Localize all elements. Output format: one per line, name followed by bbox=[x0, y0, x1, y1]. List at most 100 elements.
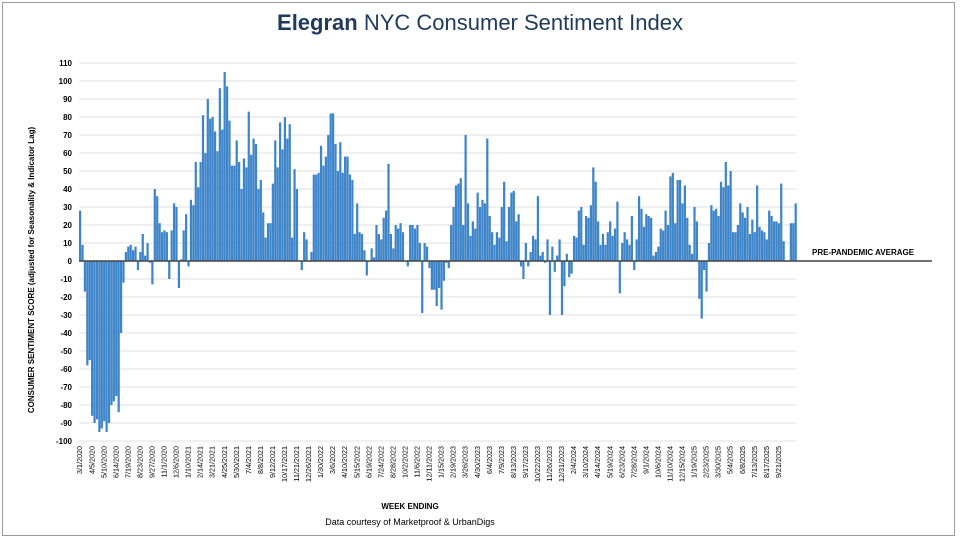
bar bbox=[515, 221, 518, 261]
x-tick-label: 7/13/2025 bbox=[750, 446, 759, 478]
x-tick-label: 4/30/2023 bbox=[473, 446, 482, 478]
y-tick-label: 10 bbox=[63, 239, 72, 248]
x-tick-label: 7/24/2022 bbox=[376, 446, 385, 478]
bar bbox=[228, 120, 231, 261]
x-tick-label: 12/31/2023 bbox=[557, 446, 566, 482]
x-tick-label: 1/10/2021 bbox=[184, 446, 193, 478]
x-tick-labels: 3/1/2020 4/5/2020 5/10/2020 6/14/2020 7/19/2… bbox=[75, 446, 783, 482]
y-tick-label: 20 bbox=[63, 221, 72, 230]
bar bbox=[329, 113, 332, 262]
bar bbox=[657, 246, 660, 261]
x-tick-label: 4/14/2024 bbox=[593, 446, 602, 478]
bar bbox=[168, 261, 171, 279]
bar bbox=[351, 180, 354, 261]
bar bbox=[760, 230, 764, 261]
bar bbox=[731, 232, 735, 261]
bar bbox=[264, 237, 267, 261]
bar bbox=[635, 239, 638, 261]
bar bbox=[315, 174, 318, 261]
x-tick-label: 7/9/2023 bbox=[497, 446, 506, 474]
data-source-caption: Data courtesy of Marketproof & UrbanDigs bbox=[325, 517, 495, 527]
bar bbox=[625, 239, 629, 261]
bar bbox=[548, 261, 552, 315]
bar bbox=[336, 171, 340, 261]
bar bbox=[498, 237, 501, 261]
x-tick-label: 8/17/2025 bbox=[762, 446, 771, 478]
bar bbox=[223, 72, 226, 261]
x-tick-label: 10/17/2021 bbox=[280, 446, 289, 482]
bar bbox=[753, 232, 756, 261]
bar bbox=[592, 167, 595, 261]
y-tick-label: -30 bbox=[60, 311, 72, 320]
bar bbox=[474, 228, 477, 261]
bar bbox=[348, 174, 352, 261]
bar bbox=[105, 261, 108, 432]
bar bbox=[300, 261, 303, 270]
bar bbox=[247, 111, 250, 261]
bar bbox=[678, 180, 682, 261]
bar bbox=[534, 239, 537, 261]
bar bbox=[418, 243, 421, 261]
bar bbox=[703, 261, 706, 270]
x-tick-label: 9/27/2020 bbox=[147, 446, 156, 478]
bar bbox=[462, 225, 465, 261]
bar bbox=[375, 225, 378, 261]
bar bbox=[416, 225, 419, 261]
x-tick-label: 3/21/2021 bbox=[208, 446, 217, 478]
bar bbox=[262, 212, 265, 261]
x-tick-label: 9/1/2024 bbox=[641, 446, 650, 474]
bar bbox=[139, 252, 142, 261]
bar bbox=[471, 221, 474, 261]
bar bbox=[782, 241, 785, 261]
bar bbox=[522, 261, 525, 279]
bar bbox=[717, 216, 720, 261]
bar bbox=[288, 124, 291, 261]
bar bbox=[317, 172, 320, 261]
bar bbox=[303, 232, 306, 261]
y-axis-label: CONSUMER SENTIMENT SCORE (adjusted for S… bbox=[27, 127, 36, 414]
bar bbox=[401, 232, 405, 261]
bar bbox=[688, 244, 691, 261]
y-tick-label: -90 bbox=[60, 419, 72, 428]
bar bbox=[604, 244, 607, 261]
bar bbox=[141, 234, 144, 261]
bar bbox=[250, 154, 253, 261]
bar bbox=[230, 165, 234, 261]
bar bbox=[365, 261, 368, 276]
bar bbox=[770, 216, 773, 261]
bar bbox=[360, 234, 364, 261]
bar bbox=[295, 189, 299, 261]
bar bbox=[647, 216, 650, 261]
bar bbox=[136, 261, 140, 270]
bar bbox=[613, 228, 617, 261]
bar bbox=[269, 223, 272, 261]
bar bbox=[450, 225, 453, 261]
bar bbox=[794, 203, 797, 261]
bar bbox=[291, 237, 294, 261]
bar bbox=[551, 246, 554, 261]
bar bbox=[503, 181, 506, 261]
bar bbox=[384, 210, 388, 261]
bar bbox=[100, 261, 103, 429]
bar bbox=[112, 261, 115, 402]
bar bbox=[271, 183, 274, 261]
bar bbox=[356, 203, 359, 261]
bar bbox=[565, 253, 568, 261]
bar bbox=[146, 243, 149, 261]
bar bbox=[119, 261, 123, 333]
bar bbox=[254, 144, 258, 261]
bar bbox=[185, 214, 188, 261]
bar bbox=[331, 113, 335, 262]
bar bbox=[539, 255, 542, 261]
bar bbox=[792, 223, 795, 261]
bar bbox=[409, 225, 412, 261]
bar bbox=[772, 221, 776, 261]
bar bbox=[695, 221, 699, 261]
bar bbox=[741, 212, 744, 261]
bar bbox=[568, 261, 571, 278]
bar bbox=[197, 187, 200, 261]
bar bbox=[353, 234, 356, 261]
bar bbox=[601, 234, 605, 261]
bar bbox=[399, 223, 402, 261]
